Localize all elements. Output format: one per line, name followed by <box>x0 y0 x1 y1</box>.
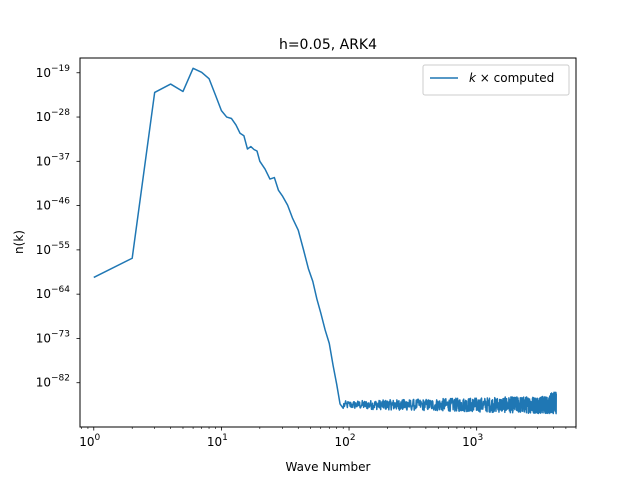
y-tick-label: 10 <box>36 287 51 301</box>
y-tick-label: 10 <box>36 154 51 168</box>
x-tick-exponent: 3 <box>477 433 483 443</box>
y-tick-label: 10 <box>36 331 51 345</box>
chart-title: h=0.05, ARK4 <box>279 37 377 53</box>
legend: k × computed <box>422 64 570 96</box>
y-tick-mantissa: 10 <box>36 331 51 345</box>
y-tick-label: 10 <box>36 243 51 257</box>
y-tick-exponent: −37 <box>51 152 70 162</box>
y-tick-exponent: −64 <box>51 285 70 295</box>
y-tick-label: 10 <box>36 376 51 390</box>
y-tick-mantissa: 10 <box>36 199 51 213</box>
x-tick-label: 103 <box>462 433 483 449</box>
x-tick-exponent: 0 <box>95 433 101 443</box>
legend-label-italic: k <box>469 71 477 85</box>
y-tick-mantissa: 10 <box>36 243 51 257</box>
y-tick-mantissa: 10 <box>36 66 51 80</box>
x-tick-mantissa: 10 <box>79 435 94 449</box>
y-tick-exponent: −73 <box>51 329 70 339</box>
y-tick-label: 10 <box>36 199 51 213</box>
y-tick-exponent: −46 <box>51 197 70 207</box>
x-tick-label: 101 <box>207 433 228 449</box>
y-tick-mantissa: 10 <box>36 287 51 301</box>
legend-label: k × computed <box>469 71 554 85</box>
y-tick-exponent: −28 <box>51 108 70 118</box>
y-tick-exponent: −55 <box>51 241 70 251</box>
x-tick-exponent: 1 <box>222 433 228 443</box>
y-tick-mantissa: 10 <box>36 110 51 124</box>
x-axis: 100 101 102 103 <box>79 427 577 449</box>
series-line-k-computed <box>93 67 557 415</box>
x-tick-label: 102 <box>335 433 356 449</box>
y-axis-label: n(k) <box>12 230 26 254</box>
legend-box <box>422 64 570 96</box>
y-tick-exponent: −82 <box>51 374 70 384</box>
y-tick-mantissa: 10 <box>36 154 51 168</box>
y-tick-exponent: −19 <box>51 64 70 74</box>
x-tick-mantissa: 10 <box>207 435 222 449</box>
y-tick-label: 10 <box>36 66 51 80</box>
plot-area <box>93 67 557 415</box>
y-tick-label: 10 <box>36 110 51 124</box>
x-tick-exponent: 2 <box>350 433 356 443</box>
plot-frame <box>79 57 577 428</box>
x-tick-mantissa: 10 <box>335 435 350 449</box>
x-axis-label: Wave Number <box>286 460 371 474</box>
x-tick-label: 100 <box>79 433 100 449</box>
legend-label-rest: × computed <box>476 71 554 85</box>
y-tick-mantissa: 10 <box>36 376 51 390</box>
x-tick-mantissa: 10 <box>462 435 477 449</box>
